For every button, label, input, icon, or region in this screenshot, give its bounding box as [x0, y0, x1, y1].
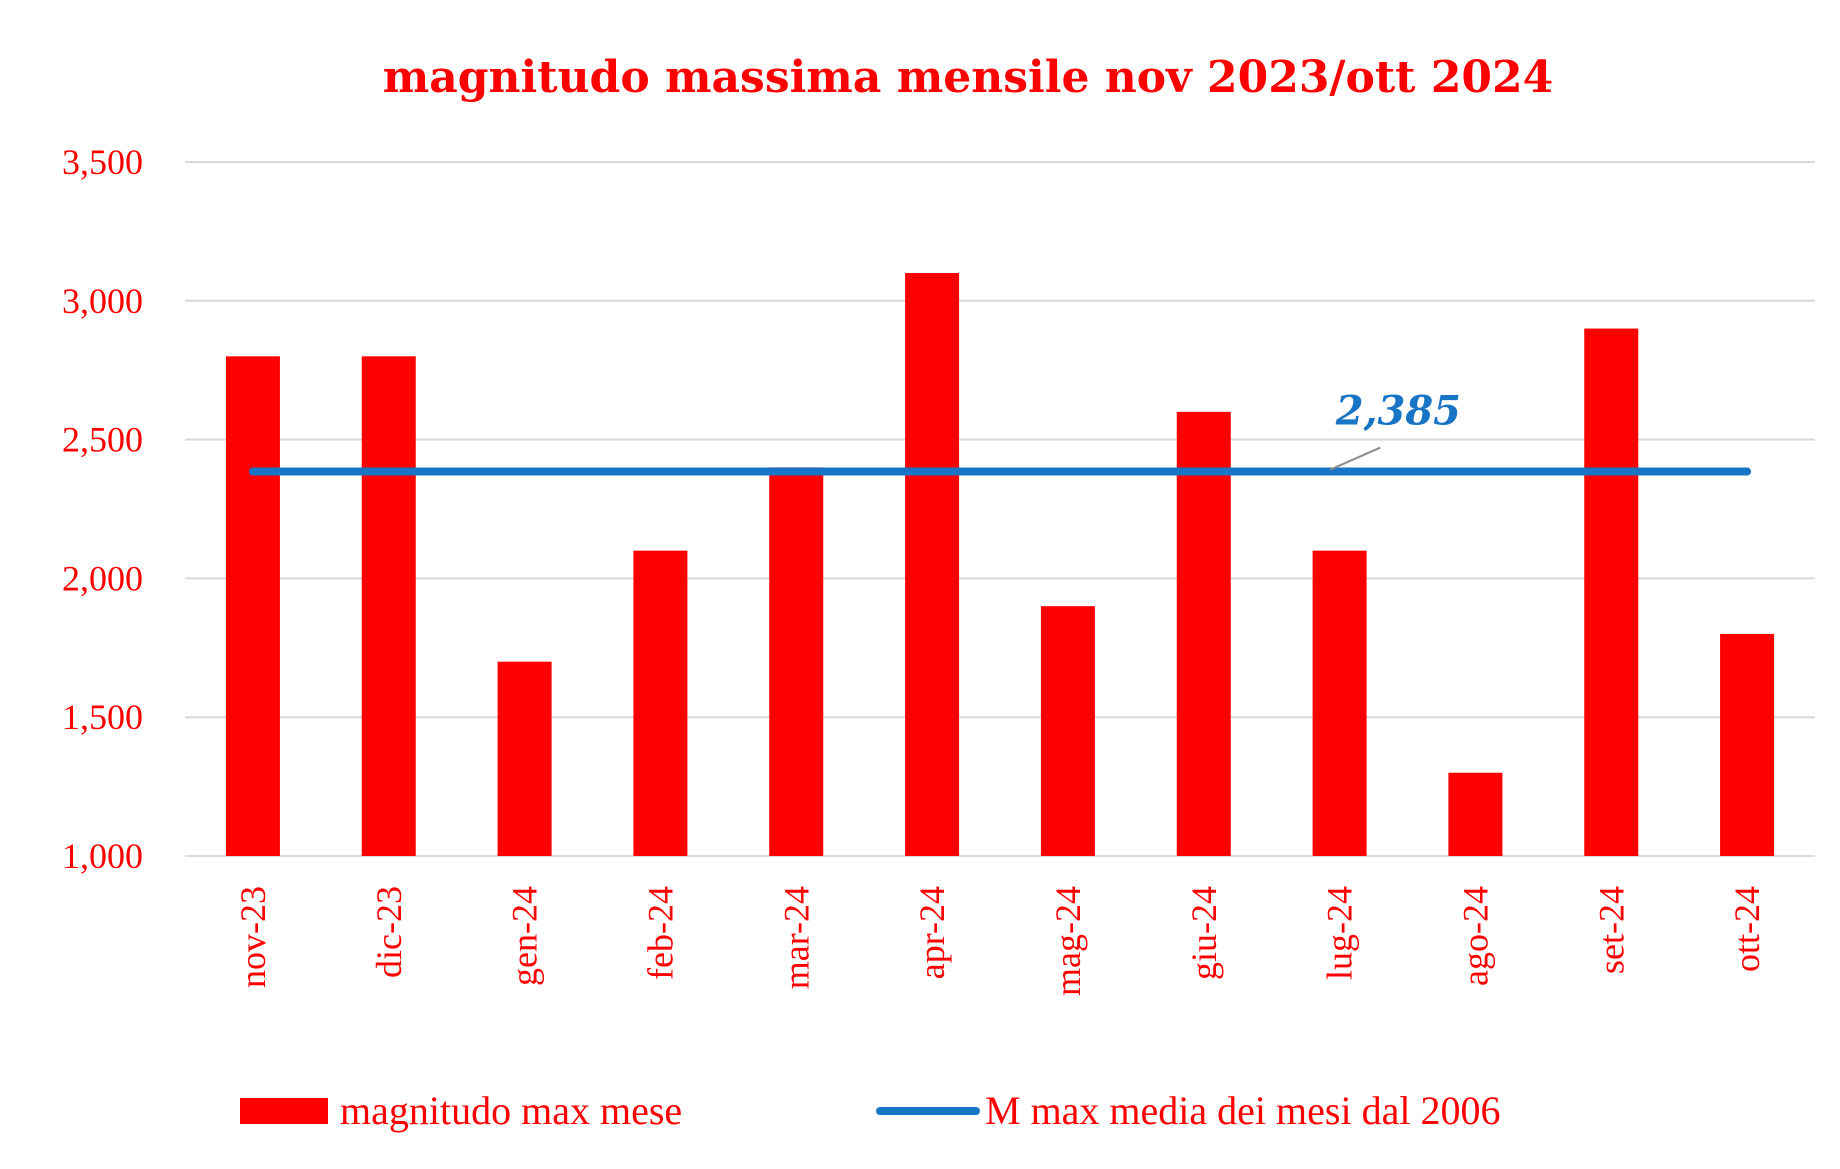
bar-mag-24 [1040, 606, 1095, 856]
bar-ott-24 [1720, 633, 1775, 856]
legend-swatch-bars [240, 1098, 328, 1124]
x-tick-label: gen-24 [505, 886, 545, 986]
bar-ago-24 [1448, 772, 1503, 856]
y-tick-label: 1,000 [62, 836, 143, 876]
bar-apr-24 [905, 273, 960, 856]
y-tick-label: 3,500 [62, 142, 143, 182]
y-tick-label: 1,500 [62, 697, 143, 737]
bar-mar-24 [769, 467, 824, 856]
bar-feb-24 [633, 550, 688, 856]
legend-label-bars: magnitudo max mese [340, 1088, 682, 1133]
x-tick-label: feb-24 [640, 886, 680, 980]
bar-lug-24 [1312, 550, 1367, 856]
bar-giu-24 [1176, 411, 1231, 856]
legend-label-line: M max media dei mesi dal 2006 [985, 1088, 1500, 1133]
y-tick-label: 2,000 [62, 558, 143, 598]
x-tick-label: ago-24 [1455, 886, 1495, 986]
x-tick-label: apr-24 [912, 886, 952, 979]
x-tick-label: mar-24 [776, 886, 816, 989]
x-tick-label: dic-23 [369, 886, 409, 978]
chart-title: magnitudo massima mensile nov 2023/ott 2… [383, 52, 1554, 103]
average-line-group: 2,385 [248, 388, 1752, 476]
bar-gen-24 [497, 661, 552, 856]
gridlines [185, 161, 1815, 857]
legend: magnitudo max mese M max media dei mesi … [240, 1088, 1500, 1133]
bar-dic-23 [361, 356, 416, 856]
x-tick-label: mag-24 [1048, 886, 1088, 996]
bar-set-24 [1584, 328, 1639, 856]
y-tick-label: 2,500 [62, 420, 143, 460]
x-tick-label: set-24 [1591, 886, 1631, 974]
x-tick-label: giu-24 [1184, 886, 1224, 980]
average-value-label: 2,385 [1335, 388, 1461, 435]
x-tick-label: lug-24 [1320, 886, 1360, 980]
bar-nov-23 [225, 356, 280, 856]
x-tick-label: nov-23 [233, 886, 273, 988]
y-tick-label: 3,000 [62, 281, 143, 321]
x-tick-label: ott-24 [1727, 886, 1767, 972]
bars [225, 273, 1775, 856]
x-axis-ticks: nov-23 dic-23 gen-24 feb-24 mar-24 apr-24 mag-… [233, 886, 1767, 996]
y-axis-ticks: 1,000 1,500 2,000 2,500 3,000 3,500 [62, 142, 143, 876]
average-label-leader [1329, 446, 1381, 471]
